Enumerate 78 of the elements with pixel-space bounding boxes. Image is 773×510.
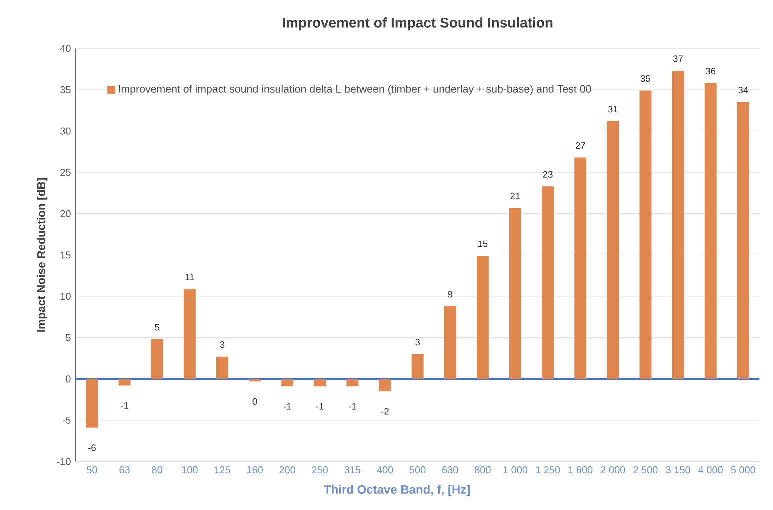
data-label: 23: [543, 171, 553, 178]
x-tick-label: 1 000: [504, 466, 528, 474]
data-label: 31: [608, 106, 618, 113]
y-tick-label: 20: [60, 210, 71, 218]
bar: [216, 356, 228, 380]
x-tick-label: 4 000: [698, 466, 723, 474]
bar: [704, 83, 717, 380]
y-axis-title: Impact Noise Reduction [dB]: [37, 178, 48, 332]
x-tick-label: 400: [377, 466, 394, 474]
data-label: 5: [155, 324, 160, 331]
data-label: 27: [576, 142, 586, 150]
bar: [476, 256, 489, 380]
y-tick-label: 15: [60, 252, 71, 259]
data-label: 34: [738, 87, 748, 94]
data-label: 35: [640, 76, 651, 82]
y-tick-label: -10: [57, 458, 71, 466]
x-tick-label: 100: [182, 466, 198, 474]
data-label: 11: [186, 274, 194, 281]
x-tick-label: 160: [247, 466, 263, 474]
bar: [86, 379, 98, 428]
data-label: 21: [510, 193, 520, 200]
data-label: -6: [88, 444, 96, 452]
x-tick-label: 50: [87, 466, 98, 474]
bar: [737, 102, 750, 380]
x-tick-label: 1 600: [568, 466, 593, 474]
y-tick-label: 35: [60, 86, 71, 94]
chart-title: Improvement of Impact Sound Insulation: [283, 18, 553, 31]
data-label: -1: [121, 402, 128, 410]
y-tick-label: -5: [62, 417, 71, 424]
x-tick-label: 800: [475, 466, 491, 474]
bar: [542, 186, 554, 380]
data-label: 0: [252, 398, 258, 406]
bar: [412, 354, 424, 380]
bar: [444, 306, 456, 380]
x-tick-label: 63: [120, 466, 130, 474]
bar: [314, 379, 326, 387]
y-tick-label: 40: [60, 45, 71, 52]
bar: [607, 121, 620, 380]
data-label: 3: [416, 339, 420, 346]
y-tick-label: 10: [60, 293, 71, 300]
legend-label: Improvement of impact sound insulation delta L between (timber + underlay + sub-base) and Test 00: [119, 85, 592, 96]
bar: [640, 90, 652, 380]
x-tick-label: 3 150: [666, 466, 690, 474]
x-tick-label: 630: [442, 466, 458, 474]
bar: [184, 289, 196, 380]
x-tick-label: 315: [344, 466, 361, 474]
data-label: 15: [478, 240, 488, 248]
data-label: -1: [316, 403, 324, 410]
x-tick-label: 5 000: [731, 466, 756, 474]
bar: [574, 158, 587, 380]
x-tick-label: 80: [152, 466, 163, 474]
data-label: 37: [673, 56, 684, 62]
bar: [249, 379, 262, 382]
bar: [510, 208, 522, 380]
bar: [282, 379, 294, 387]
data-label: 9: [448, 291, 453, 298]
x-tick-label: 200: [280, 466, 296, 474]
bar: [672, 71, 684, 380]
x-axis-title: Third Octave Band, f, [Hz]: [324, 485, 470, 496]
data-label: -1: [348, 403, 356, 410]
x-tick-label: 2 000: [601, 466, 626, 474]
y-tick-label: 30: [60, 128, 71, 135]
y-tick-label: 5: [66, 334, 71, 342]
bar: [118, 379, 131, 386]
data-label: -1: [284, 403, 292, 410]
data-label: 36: [706, 68, 716, 75]
y-tick-label: 25: [60, 169, 71, 176]
x-tick-label: 1 250: [536, 466, 560, 474]
x-tick-label: 2 500: [634, 466, 658, 474]
bar: [151, 340, 164, 380]
x-tick-label: 125: [214, 466, 230, 474]
y-tick-label: 0: [66, 376, 71, 383]
data-label: -2: [382, 408, 389, 415]
x-tick-label: 500: [410, 466, 426, 474]
data-label: 3: [220, 342, 225, 348]
x-tick-label: 250: [312, 466, 328, 474]
bar: [379, 379, 392, 392]
bar: [346, 379, 359, 387]
